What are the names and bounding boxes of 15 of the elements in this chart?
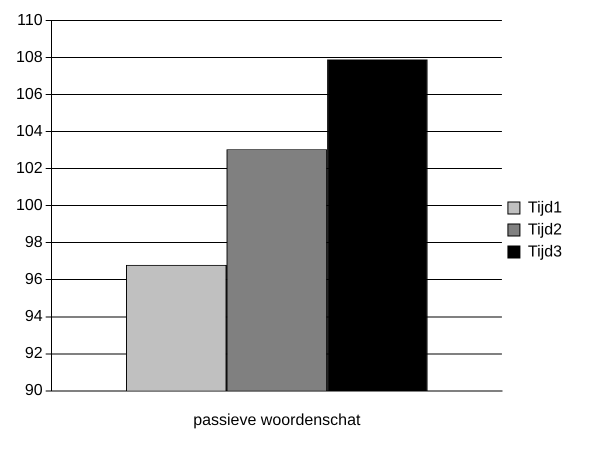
y-tick-label: 108 [16,49,43,66]
y-tick-label: 110 [17,12,43,30]
x-tick-label: passieve woordenschat [193,412,361,429]
y-tick-label: 96 [24,271,43,288]
y-tick-label: 90 [24,382,43,400]
legend-label: Tijd2 [528,221,562,238]
legend-label: Tijd1 [528,199,562,216]
y-tick-label: 104 [16,123,43,140]
legend-label: Tijd3 [528,243,562,260]
y-tick-label: 106 [16,86,43,104]
y-tick-label: 92 [24,345,43,362]
y-tick-label: 100 [16,197,43,214]
y-tick-label: 94 [24,308,43,326]
y-tick-label: 102 [16,160,43,178]
y-tick-label: 98 [24,234,43,252]
